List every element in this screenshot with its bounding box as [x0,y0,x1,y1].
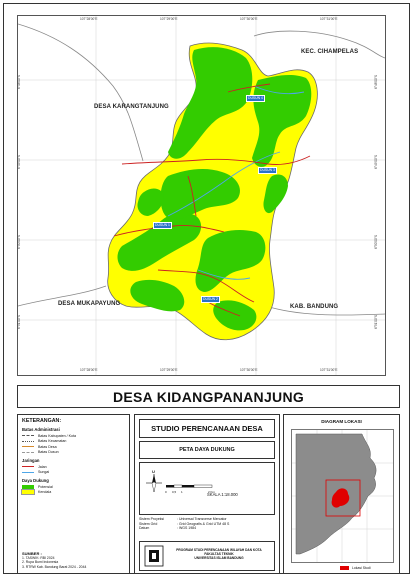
scale-tick-label: 2 Km [208,490,216,494]
dusun-1-marker: DUSUN 1 [153,222,172,229]
scale-tick-label: 0 [165,490,167,494]
lokasi-studi [331,488,350,508]
main-map: 107°28'00"E 107°29'00"E 107°30'00"E 107°… [17,15,386,376]
inset-legend: Lokasi Studi [340,566,370,570]
compass-scale-graphic [146,474,213,493]
map-title: DESA KIDANGPANANJUNG [112,388,305,405]
legend-item: Batas Kabupaten / Kota [22,433,125,439]
dusun-4-marker: DUSUN 4 [246,95,265,102]
tick-left-1: 6°48'00"S [17,74,22,90]
legend-item: Jalan [22,464,125,470]
tick-top-1: 107°28'00"E [80,17,98,21]
inset-legend-label: Lokasi Studi [352,566,371,570]
label-kab-bandung: KAB. BANDUNG [290,304,339,310]
legend-item: Kendala [21,489,125,496]
legend-batas-heading: Batas Administrasi [22,427,60,432]
legend-item: Batas Desa [22,444,125,450]
map-type-title: PETA DAYA DUKUNG [139,441,275,459]
tick-top-2: 107°29'00"E [160,17,178,21]
tick-right-1: 6°48'00"S [374,74,379,90]
legend-item: Sungai [22,470,125,476]
legend-panel: KETERANGAN: Batas Administrasi Batas Kab… [17,414,130,574]
map-title-bar: DESA KIDANGPANANJUNG [17,385,400,408]
scale-box: U 0 0,5 1 2 Km SKALA 1:18.000 [139,462,275,515]
university-logo-icon [144,545,164,567]
tick-top-4: 107°31'00"E [320,17,338,21]
tick-bottom-4: 107°31'00"E [320,368,338,372]
inset-map-canvas [292,430,393,562]
label-desa-mukapayung: DESA MUKAPAYUNG [58,301,121,307]
scale-text: SKALA 1:18.000 [207,492,238,497]
info-panel: STUDIO PERENCANAAN DESA PETA DAYA DUKUNG… [134,414,280,574]
tick-left-2: 6°49'00"S [17,154,22,170]
dusun-2-marker: DUSUN 2 [201,296,220,303]
legend-sources: SUMBER : 1. TASWIK: RBI 2024 2. Rupa Bum… [22,550,87,569]
source-item: 3. RTRW Kab. Bandung Barat 2024 - 2044 [22,564,87,569]
north-arrow-icon [146,474,162,493]
tick-right-3: 6°50'00"S [374,234,379,250]
legend-item: Potensial [22,484,125,490]
source-item: 2. Rupa Bumi Indonesia [22,560,59,565]
institution-text: PROGRAM STUDI PERENCANAAN WILAYAH DAN KO… [176,548,262,560]
compass-north-label: U [152,469,155,474]
legend-daya-heading: Daya Dukung [22,478,49,483]
map-sheet: 107°28'00"E 107°29'00"E 107°30'00"E 107°… [3,3,410,574]
legend-item: Batas Kecamatan [22,439,125,445]
map-canvas [18,16,385,375]
source-item: 1. TASWIK: RBI 2024 [22,556,55,561]
projection-info: Sistem Proyeksi: Universal Transverse Me… [139,517,230,531]
label-kec-cihampelas: KEC. CIHAMPELAS [301,49,359,55]
tick-top-3: 107°30'00"E [240,17,258,21]
legend-jaringan-heading: Jaringan [22,458,40,463]
tick-left-3: 6°50'00"S [17,234,22,250]
inset-heading: DIAGRAM LOKASI [321,419,362,424]
tick-left-4: 6°51'00"S [17,314,22,330]
sumber-heading: SUMBER : [22,550,42,556]
tick-bottom-2: 107°29'00"E [160,368,178,372]
scale-tick-label: 0,5 [172,490,177,494]
tick-bottom-1: 107°28'00"E [80,368,98,372]
location-diagram: DIAGRAM LOKASI Lokasi Studi [283,414,400,574]
inset-map [291,429,394,563]
tick-bottom-3: 107°30'00"E [240,368,258,372]
scale-bar [166,484,213,488]
scale-tick-label: 1 [181,490,183,494]
tick-right-2: 6°49'00"S [374,154,379,170]
dusun-3-marker: DUSUN 3 [258,167,277,174]
legend-item: Batas Dusun [22,450,125,456]
legend-heading: KETERANGAN: [22,418,62,424]
tick-right-4: 6°51'00"S [374,314,379,330]
studio-title: STUDIO PERENCANAAN DESA [139,419,275,438]
lokasi-swatch [340,566,349,570]
label-desa-karangtanjung: DESA KARANGTANJUNG [94,104,169,110]
institution-box: PROGRAM STUDI PERENCANAAN WILAYAH DAN KO… [139,541,275,571]
